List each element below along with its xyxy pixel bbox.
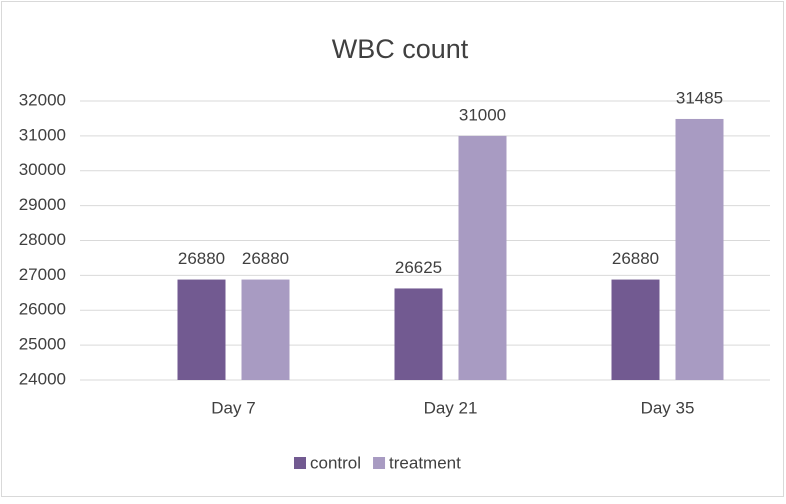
y-tick-label: 28000 (19, 230, 66, 249)
value-label: 31485 (676, 88, 723, 107)
bar (611, 279, 660, 380)
y-tick-label: 32000 (19, 90, 66, 109)
bar (675, 118, 724, 380)
y-tick-label: 27000 (19, 265, 66, 284)
value-label: 26880 (612, 249, 659, 268)
y-tick-label: 25000 (19, 335, 66, 354)
value-label: 26880 (242, 249, 289, 268)
x-tick-label: Day 21 (424, 398, 478, 417)
value-label: 26880 (178, 249, 225, 268)
legend-swatch (294, 457, 306, 469)
y-tick-label: 24000 (19, 369, 66, 388)
y-tick-label: 29000 (19, 195, 66, 214)
y-tick-label: 30000 (19, 160, 66, 179)
bar (458, 135, 507, 380)
legend-label: control (310, 453, 361, 472)
x-tick-label: Day 35 (641, 398, 695, 417)
value-label: 26625 (395, 258, 442, 277)
value-label: 31000 (459, 105, 506, 124)
bar (241, 279, 290, 380)
legend-swatch (373, 457, 386, 469)
bar (177, 279, 226, 380)
y-tick-label: 31000 (19, 125, 66, 144)
bar (394, 288, 443, 380)
x-tick-label: Day 7 (211, 398, 255, 417)
y-tick-label: 26000 (19, 300, 66, 319)
legend-label: treatment (389, 453, 461, 472)
chart-title: WBC count (332, 34, 469, 64)
